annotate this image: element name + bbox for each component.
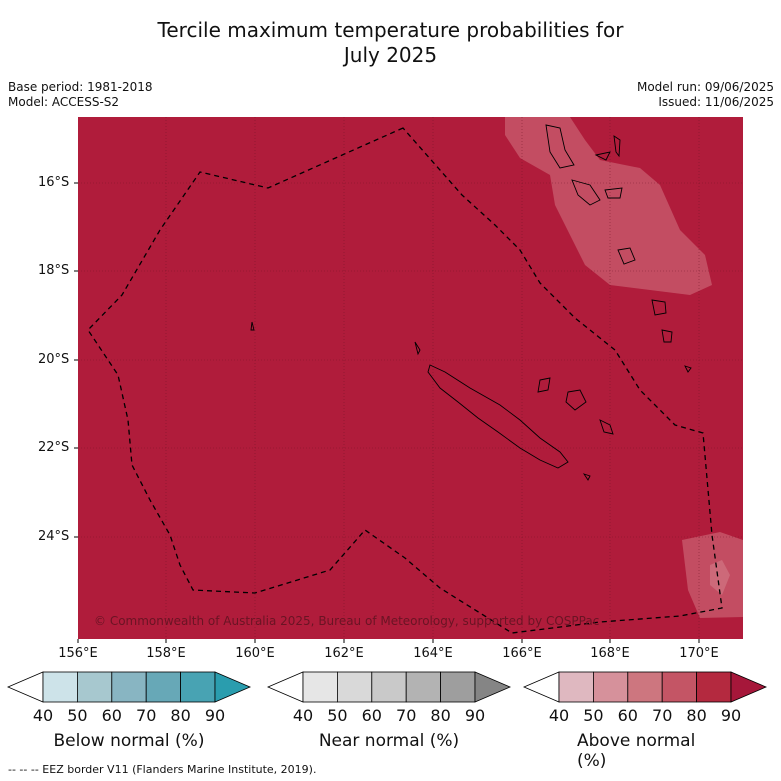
meta-right: Model run: 09/06/2025 Issued: 11/06/2025 bbox=[637, 80, 774, 110]
colorbar-below-tick: 80 bbox=[170, 706, 191, 725]
island-isle-of-pines bbox=[582, 473, 591, 481]
island-aneityum bbox=[684, 365, 692, 373]
colorbar-near-tick: 90 bbox=[464, 706, 486, 725]
colorbar-title-below: Below normal (%) bbox=[53, 731, 205, 751]
colorbar-below-tick: 50 bbox=[67, 706, 88, 725]
model-name: Model: ACCESS-S2 bbox=[8, 95, 120, 109]
colorbar-above-tick: 90 bbox=[720, 706, 742, 725]
colorbar-title-above: Above normal (%) bbox=[577, 731, 696, 771]
colorbar-below-tick: 70 bbox=[136, 706, 157, 725]
island-new-caledonia bbox=[427, 364, 569, 469]
probability-patch-south-inner bbox=[710, 560, 730, 595]
lat-label-20s: 20°S bbox=[38, 352, 70, 367]
island-pentecost bbox=[613, 135, 621, 158]
map-grid bbox=[78, 117, 743, 639]
colorbar-below-tick: 40 bbox=[32, 706, 54, 725]
island-belep bbox=[414, 341, 421, 356]
lon-label-162e: 162°E bbox=[324, 646, 364, 661]
lat-label-22s: 22°S bbox=[38, 440, 70, 455]
island-espiritu-santo bbox=[545, 124, 575, 169]
colorbar-near-tick: 40 bbox=[292, 706, 314, 725]
islands bbox=[250, 124, 692, 481]
issued-date: Issued: 11/06/2025 bbox=[658, 95, 774, 109]
copyright-notice: © Commonwealth of Australia 2025, Bureau… bbox=[94, 614, 600, 628]
meta-left: Base period: 1981-2018 Model: ACCESS-S2 bbox=[8, 80, 153, 110]
colorbar-near-tick: 70 bbox=[396, 706, 417, 725]
lat-label-18s: 18°S bbox=[38, 263, 70, 278]
island-small-1 bbox=[250, 321, 255, 331]
colorbar-above-tick: 40 bbox=[548, 706, 570, 725]
lon-label-168e: 168°E bbox=[590, 646, 630, 661]
chart-title: Tercile maximum temperature probabilitie… bbox=[0, 18, 781, 68]
colorbar-above-tick: 60 bbox=[617, 706, 638, 725]
colorbar-above-tick: 70 bbox=[652, 706, 673, 725]
island-ambae bbox=[594, 151, 611, 161]
island-erromango bbox=[651, 299, 667, 316]
title-line-2: July 2025 bbox=[343, 43, 438, 67]
island-ambrym bbox=[604, 187, 623, 199]
lat-label-16s: 16°S bbox=[38, 175, 70, 190]
lon-label-166e: 166°E bbox=[502, 646, 542, 661]
lon-label-164e: 164°E bbox=[413, 646, 453, 661]
colorbar-below-tick: 60 bbox=[101, 706, 122, 725]
eez-legend-footer: -- -- -- EEZ border V11 (Flanders Marine… bbox=[8, 763, 317, 776]
island-efate bbox=[617, 247, 636, 265]
island-loyalty-3 bbox=[599, 419, 614, 435]
eez-border bbox=[87, 127, 723, 634]
colorbar-below-tick: 90 bbox=[204, 706, 226, 725]
colorbar-near-tick: 80 bbox=[430, 706, 451, 725]
map-ticks bbox=[74, 182, 700, 643]
colorbar-above-tick: 50 bbox=[583, 706, 604, 725]
island-malekula bbox=[571, 179, 601, 206]
probability-patch-vanuatu bbox=[505, 117, 712, 295]
colorbar-above-tick: 80 bbox=[686, 706, 707, 725]
model-run: Model run: 09/06/2025 bbox=[636, 80, 774, 94]
colorbar-near-tick: 60 bbox=[361, 706, 382, 725]
island-loyalty-1 bbox=[537, 377, 551, 393]
base-period: Base period: 1981-2018 bbox=[8, 80, 153, 94]
island-loyalty-2 bbox=[565, 389, 587, 411]
colorbar-title-near: Near normal (%) bbox=[318, 731, 460, 751]
lon-label-156e: 156°E bbox=[58, 646, 98, 661]
title-line-1: Tercile maximum temperature probabilitie… bbox=[157, 18, 624, 42]
island-tanna bbox=[661, 329, 673, 343]
colorbar-near-tick: 50 bbox=[327, 706, 348, 725]
lon-label-170e: 170°E bbox=[679, 646, 719, 661]
lat-label-24s: 24°S bbox=[38, 529, 70, 544]
lon-label-160e: 160°E bbox=[235, 646, 275, 661]
lon-label-158e: 158°E bbox=[146, 646, 186, 661]
